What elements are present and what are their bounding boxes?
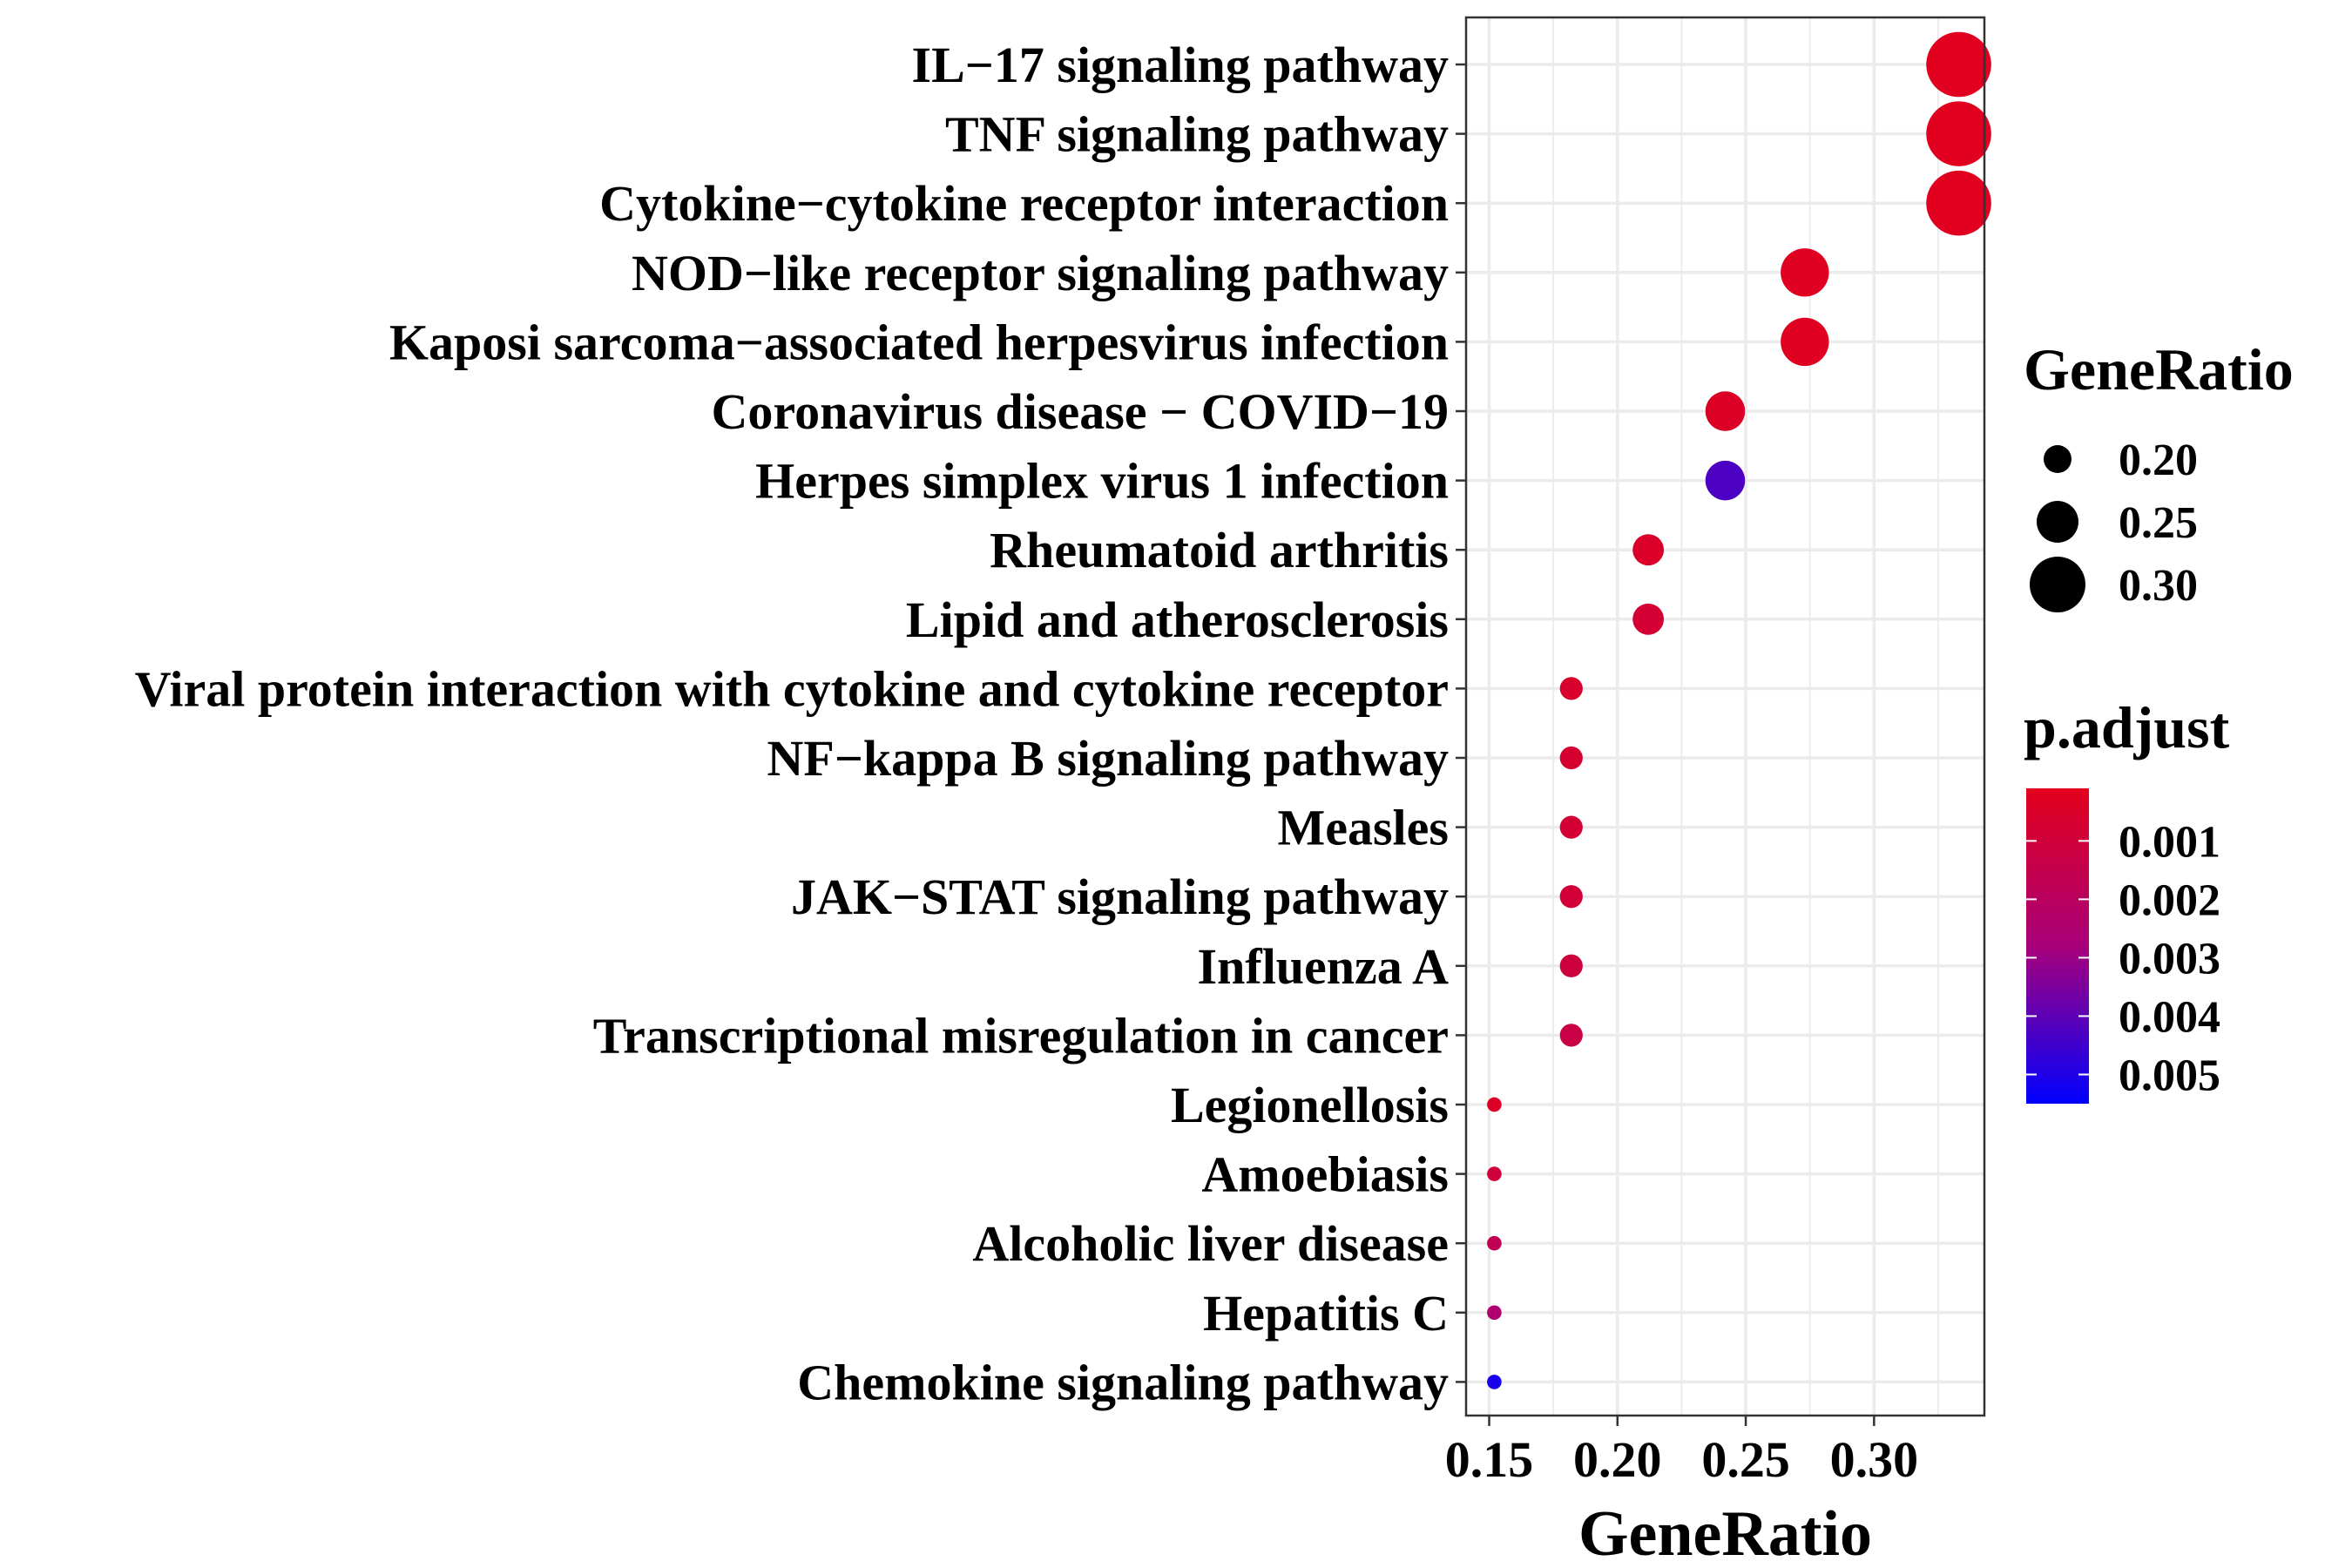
y-tick-label: NOD−like receptor signaling pathway: [632, 245, 1449, 301]
size-legend-key: [2044, 445, 2072, 473]
y-tick-label: JAK−STAT signaling pathway: [791, 868, 1449, 925]
y-tick-label: NF−kappa B signaling pathway: [767, 730, 1449, 787]
data-point: [1926, 101, 1991, 166]
y-tick-label: IL−17 signaling pathway: [912, 37, 1449, 93]
data-point: [1632, 603, 1665, 635]
y-tick-label: Viral protein interaction with cytokine …: [135, 660, 1449, 717]
y-tick-label: Influenza A: [1198, 938, 1450, 995]
y-tick-label: Chemokine signaling pathway: [797, 1354, 1449, 1410]
color-legend-title: p.adjust: [2024, 694, 2230, 760]
data-point: [1559, 677, 1583, 700]
p-adjust-colorbar: [2026, 788, 2089, 1104]
y-tick-label: Herpes simplex virus 1 infection: [755, 453, 1449, 510]
data-point: [1487, 1166, 1502, 1181]
y-tick-label: Kaposi sarcoma−associated herpesvirus in…: [389, 314, 1449, 370]
size-legend-label: 0.25: [2119, 498, 2198, 548]
data-point: [1559, 1024, 1583, 1047]
y-tick-label: Amoebiasis: [1201, 1146, 1449, 1203]
size-legend: GeneRatio 0.20 0.25 0.30: [2024, 336, 2294, 612]
data-point: [1926, 170, 1991, 236]
x-axis-title: GeneRatio: [1578, 1498, 1872, 1568]
y-tick-label: Legionellosis: [1171, 1077, 1449, 1133]
y-tick-label: Cytokine−cytokine receptor interaction: [599, 175, 1449, 232]
data-point: [1559, 885, 1583, 909]
y-tick-label: Coronavirus disease − COVID−19: [712, 383, 1449, 440]
y-tick-label: Lipid and atherosclerosis: [906, 591, 1449, 648]
size-legend-label: 0.20: [2119, 436, 2198, 485]
y-tick-label: Hepatitis C: [1203, 1285, 1449, 1342]
y-tick-label: Rheumatoid arthritis: [990, 522, 1449, 578]
x-axis: 0.15 0.20 0.25 0.30: [1445, 1416, 1918, 1488]
data-point: [1926, 31, 1991, 98]
y-axis: IL−17 signaling pathway TNF signaling pat…: [135, 37, 1466, 1410]
color-legend: p.adjust 0.001 0.002 0.003 0.004 0.005: [2024, 694, 2230, 1104]
size-legend-key: [2037, 501, 2078, 543]
size-legend-key: [2030, 557, 2085, 612]
size-legend-title: GeneRatio: [2024, 336, 2294, 402]
color-legend-label: 0.002: [2119, 875, 2220, 925]
data-point: [1559, 746, 1583, 770]
color-legend-label: 0.001: [2119, 817, 2220, 867]
y-tick-label: Transcriptional misregulation in cancer: [593, 1007, 1449, 1064]
size-legend-label: 0.30: [2119, 561, 2198, 611]
color-legend-label: 0.005: [2119, 1051, 2220, 1100]
data-point: [1781, 317, 1829, 367]
plot-panel-border: [1464, 16, 1986, 1417]
y-tick-label: Measles: [1278, 800, 1450, 856]
x-tick-label: 0.30: [1830, 1431, 1919, 1488]
data-point: [1705, 391, 1746, 431]
plot-panel-background: [1466, 17, 1984, 1416]
y-tick-label: Alcoholic liver disease: [972, 1215, 1449, 1272]
y-tick-label: TNF signaling pathway: [945, 106, 1449, 163]
data-point: [1487, 1097, 1502, 1112]
data-point: [1781, 248, 1829, 297]
color-legend-label: 0.003: [2119, 934, 2220, 983]
x-tick-label: 0.20: [1573, 1431, 1662, 1488]
data-point: [1487, 1305, 1502, 1321]
color-legend-label: 0.004: [2119, 992, 2220, 1042]
data-point: [1559, 815, 1583, 839]
data-point: [1705, 460, 1746, 501]
plot-panel: [1464, 16, 1991, 1417]
x-tick-label: 0.25: [1701, 1431, 1790, 1488]
data-point: [1487, 1375, 1502, 1389]
data-point: [1559, 954, 1583, 977]
x-tick-label: 0.15: [1445, 1431, 1534, 1488]
data-point: [1487, 1235, 1502, 1251]
data-points: [1487, 31, 1991, 1389]
data-point: [1632, 534, 1665, 566]
